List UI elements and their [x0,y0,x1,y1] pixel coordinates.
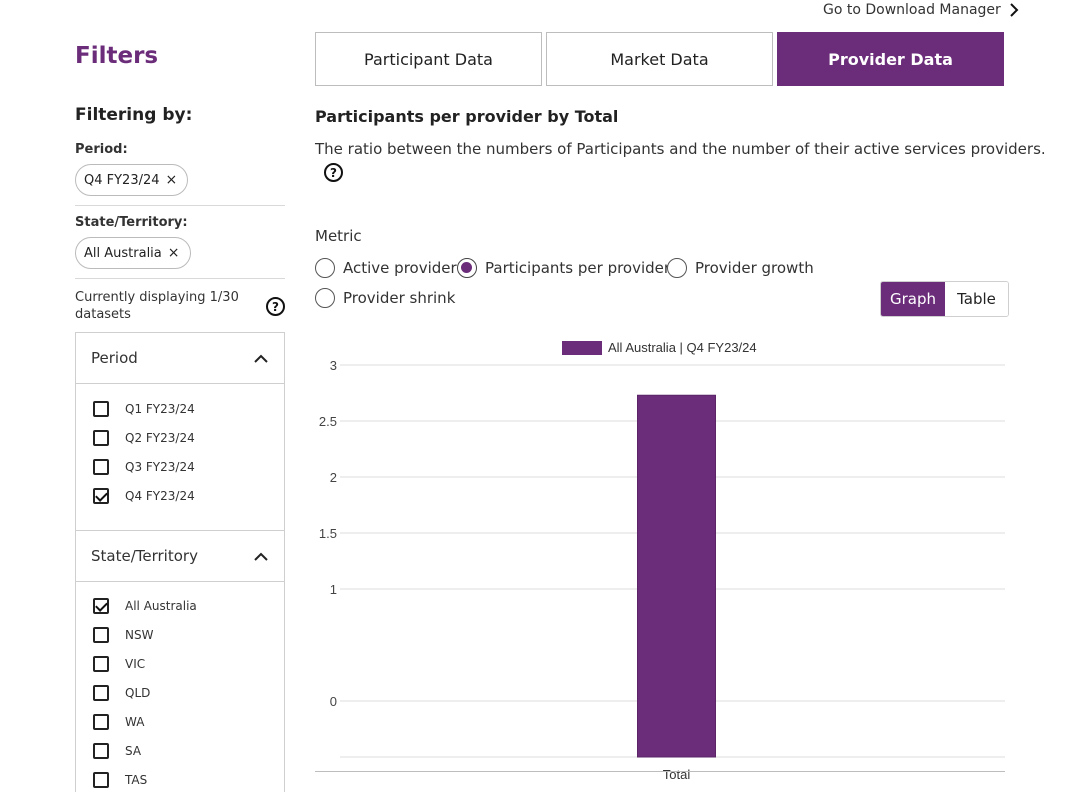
checkbox-row[interactable]: VIC [93,656,145,672]
checkbox-unchecked[interactable] [93,714,109,730]
checkbox-label: Q2 FY23/24 [125,431,195,445]
period-accordion-title: Period [91,349,138,367]
tab-market-data[interactable]: Market Data [546,32,773,86]
checkbox-label: WA [125,715,145,729]
checkbox-row[interactable]: Q3 FY23/24 [93,459,195,475]
radio-button[interactable] [315,258,335,278]
download-manager-label: Go to Download Manager [823,2,1001,18]
legend-swatch [562,341,602,355]
download-manager-link[interactable]: Go to Download Manager [823,2,1019,18]
metric-option-label: Provider shrink [343,289,456,307]
state-chip-text: All Australia [84,245,162,261]
y-tick-label: 1.5 [319,526,337,541]
legend-label: All Australia | Q4 FY23/24 [608,340,757,355]
checkbox-label: TAS [125,773,148,787]
checkbox-label: NSW [125,628,154,642]
checkbox-label: Q3 FY23/24 [125,460,195,474]
metric-option-label: Active provider [343,259,457,277]
checkbox-label: VIC [125,657,146,671]
checkbox-unchecked[interactable] [93,743,109,759]
state-filter-label: State/Territory: [75,215,188,230]
tab-provider-data[interactable]: Provider Data [777,32,1004,86]
checkbox-unchecked[interactable] [93,627,109,643]
checkbox-row[interactable]: All Australia [93,598,197,614]
radio-button[interactable] [667,258,687,278]
graph-view-button[interactable]: Graph [881,282,945,316]
chevron-right-icon [1010,3,1019,17]
checkbox-unchecked[interactable] [93,401,109,417]
checkbox-unchecked[interactable] [93,656,109,672]
divider [315,771,1005,772]
checkbox-row[interactable]: TAS [93,772,147,788]
remove-state-chip-icon[interactable]: × [167,245,180,261]
checkbox-unchecked[interactable] [93,430,109,446]
period-chip-text: Q4 FY23/24 [84,172,160,188]
chevron-up-icon [254,552,268,561]
help-icon[interactable]: ? [324,163,343,182]
checkbox-unchecked[interactable] [93,459,109,475]
y-tick-label: 3 [330,358,337,373]
state-filter-chip: All Australia × [75,237,191,269]
help-icon[interactable]: ? [266,297,285,316]
view-toggle: Graph Table [880,281,1009,317]
y-tick-label: 2 [330,470,337,485]
metric-radio-participants-per-provider[interactable]: Participants per provider [457,258,670,278]
state-accordion-header[interactable]: State/Territory [76,531,284,582]
radio-button[interactable] [315,288,335,308]
metric-radio-active-provider[interactable]: Active provider [315,258,457,278]
metric-label: Metric [315,227,362,245]
checkbox-unchecked[interactable] [93,772,109,788]
y-tick-label: 1 [330,582,337,597]
checkbox-label: Q1 FY23/24 [125,402,195,416]
checkbox-row[interactable]: WA [93,714,144,730]
checkbox-checked[interactable] [93,488,109,504]
section-title: Participants per provider by Total [315,107,619,126]
checkbox-row[interactable]: QLD [93,685,150,701]
radio-button[interactable] [457,258,477,278]
checkbox-row[interactable]: NSW [93,627,153,643]
checkbox-checked[interactable] [93,598,109,614]
bar [637,394,716,758]
checkbox-label: SA [125,744,142,758]
checkbox-row[interactable]: Q2 FY23/24 [93,430,195,446]
metric-option-label: Provider growth [695,259,814,277]
x-tick-label: Total [663,767,691,782]
checkbox-label: Q4 FY23/24 [125,489,195,503]
period-filter-chip: Q4 FY23/24 × [75,164,189,196]
chevron-up-icon [254,354,268,363]
table-view-button[interactable]: Table [945,282,1008,316]
metric-radio-provider-growth[interactable]: Provider growth [667,258,814,278]
period-filter-label: Period: [75,142,128,157]
checkbox-label: All Australia [125,599,197,613]
remove-period-chip-icon[interactable]: × [165,172,178,188]
divider [75,205,285,206]
datasets-count-text: Currently displaying 1/30 datasets [75,290,239,322]
metric-radio-provider-shrink[interactable]: Provider shrink [315,288,455,308]
metric-option-label: Participants per provider [485,259,671,277]
section-description: The ratio between the numbers of Partici… [315,140,1046,158]
y-tick-label: 0 [330,694,337,709]
checkbox-row[interactable]: Q1 FY23/24 [93,401,195,417]
checkbox-row[interactable]: Q4 FY23/24 [93,488,195,504]
divider [76,530,284,531]
checkbox-row[interactable]: SA [93,743,141,759]
filters-title: Filters [75,43,159,69]
checkbox-unchecked[interactable] [93,685,109,701]
filter-panel: Period Q1 FY23/24 Q2 FY23/24 Q3 FY23/24 Q4 … [75,332,285,792]
period-accordion-header[interactable]: Period [76,333,284,384]
divider [75,278,285,279]
tab-participant-data[interactable]: Participant Data [315,32,542,86]
y-tick-label: 2.5 [319,414,337,429]
state-accordion-title: State/Territory [91,547,198,565]
checkbox-label: QLD [125,686,151,700]
filtering-by-heading: Filtering by: [75,105,193,125]
